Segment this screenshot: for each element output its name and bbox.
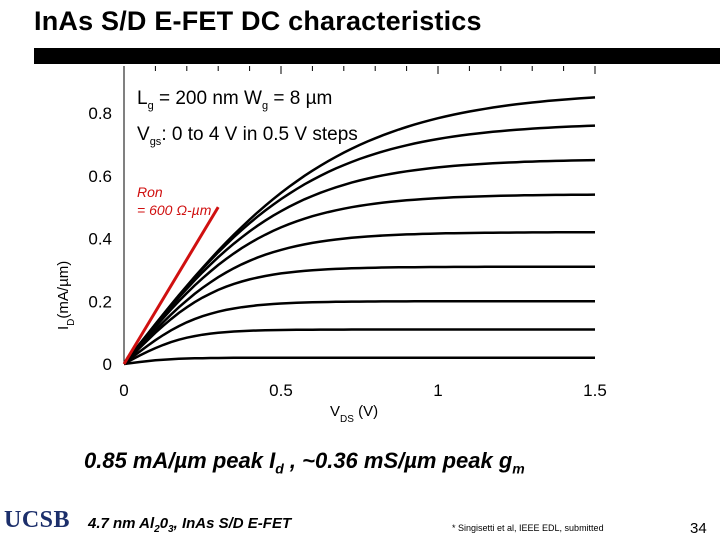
title-rule [34,48,720,64]
x-tick-label: 0 [119,381,128,400]
x-tick-label: 1 [433,381,442,400]
y-tick-label: 0.2 [88,292,112,311]
anno-wg: = 200 nm W [153,88,262,109]
y-axis-label: ID(mA/µm) [55,261,77,330]
y-tick-label: 0 [103,355,112,374]
x-tick-label: 0.5 [269,381,293,400]
footer-caption: 4.7 nm Al203, InAs S/D E-FET [88,515,291,535]
iv-curves [123,96,596,366]
iv-curve [123,193,596,365]
ron-value: = 600 Ω-µm [137,202,212,218]
summary-gm-sub: m [512,460,525,477]
footer-part-b: 0 [159,515,169,532]
ron-label: Ron [137,184,163,200]
summary-peak-gm: , ~0.36 mS/µm peak g [283,448,513,473]
ron-line [122,206,220,365]
slide-title: InAs S/D E-FET DC characteristics [34,6,482,36]
citation: * Singisetti et al, IEEE EDL, submitted [452,523,604,533]
x-tick-label: 1.5 [583,381,607,400]
footer-sub-2: 2 [154,524,160,535]
iv-curve [123,231,595,365]
iv-curve [123,328,595,366]
summary-id-sub: d [275,460,284,477]
x-ticks: 0 0.5 1 1.5 VDS (V) [119,66,607,425]
anno-wg-value: = 8 µm [268,88,333,109]
y-ticks: 0 0.2 0.4 0.6 0.8 ID(mA/µm) [55,104,112,374]
x-axis-label: VDS (V) [330,403,378,425]
anno-wg-sub: g [261,99,269,112]
iv-curve [123,300,595,365]
y-tick-label: 0.4 [88,230,112,249]
iv-curve [123,356,595,366]
summary-peak-id: 0.85 mA/µm peak I [84,448,276,473]
iv-curve [123,96,596,365]
y-tick-label: 0.8 [88,104,112,123]
anno-vgs: V [137,124,150,145]
summary-line: 0.85 mA/µm peak Id , ~0.36 mS/µm peak gm [84,448,525,476]
footer-sub-3: 3 [168,524,174,535]
anno-lg: L [137,88,148,109]
anno-lg-sub: g [147,99,154,112]
footer-part-a: 4.7 nm Al [88,515,155,532]
chart-annotation-line1: Lg = 200 nm Wg = 8 µm [137,88,332,112]
anno-vgs-sub: gs [149,135,162,148]
iv-curve [123,158,596,365]
footer-part-c: , InAs S/D E-FET [173,515,292,532]
anno-vgs-range: : 0 to 4 V in 0.5 V steps [161,124,358,145]
page-number: 34 [690,520,707,537]
iv-curve [123,265,595,365]
chart-annotation-line2: Vgs: 0 to 4 V in 0.5 V steps [137,124,358,148]
ucsb-logo: UCSB [4,507,71,533]
y-tick-label: 0.6 [88,167,112,186]
